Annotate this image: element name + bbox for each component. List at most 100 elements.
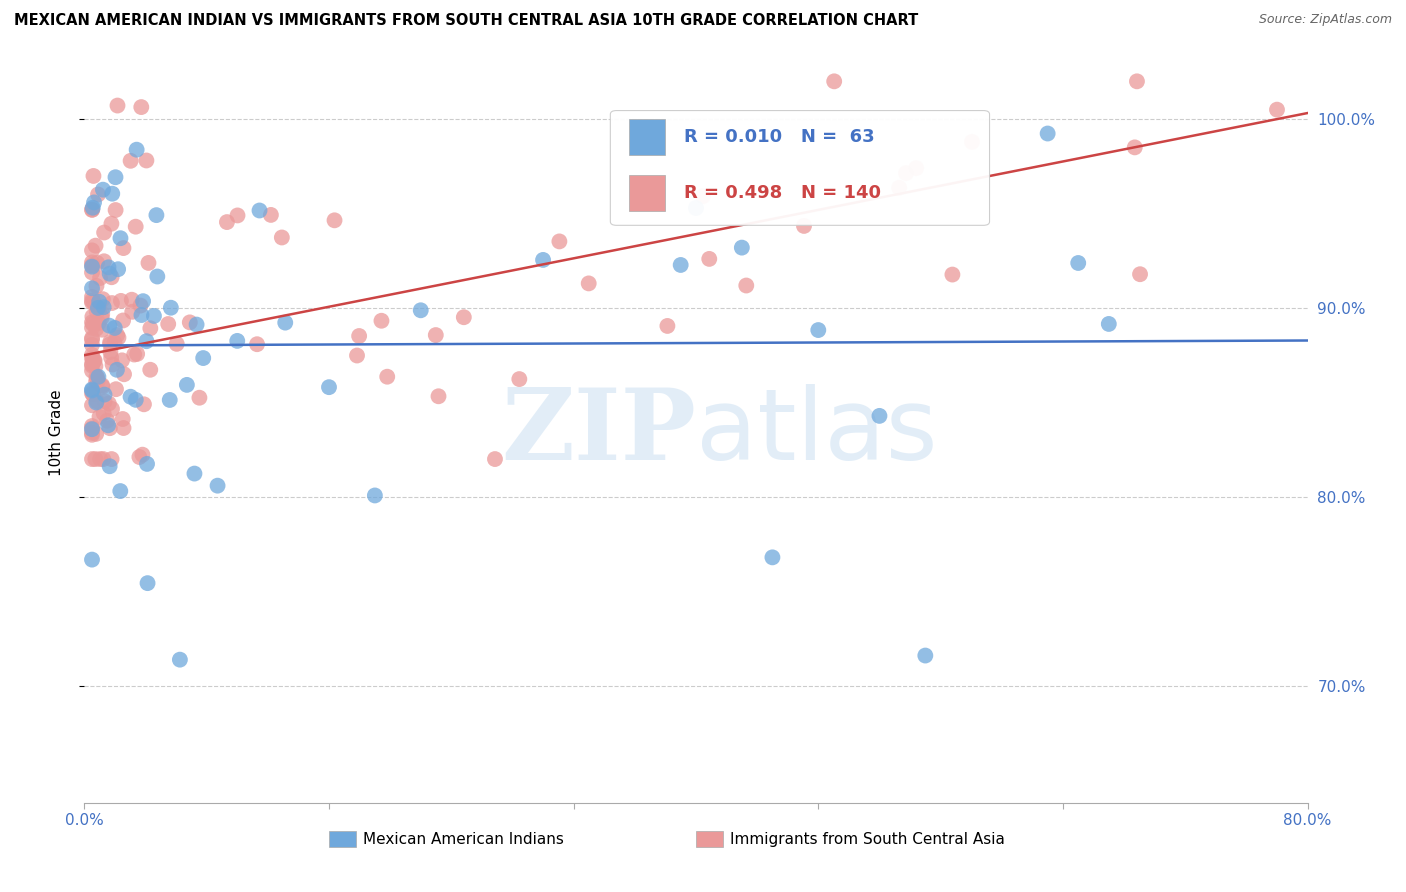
Point: [91, 452, 114, 467]
Point: [692, 189, 714, 203]
Point: [110, 484, 132, 499]
Point: [761, 550, 783, 565]
Text: Mexican American Indians: Mexican American Indians: [363, 831, 564, 847]
Point: [89, 301, 111, 316]
Point: [98, 267, 121, 281]
Point: [370, 314, 392, 328]
Point: [364, 488, 387, 502]
Point: [91, 307, 114, 321]
Point: [129, 299, 152, 313]
Point: [82, 353, 104, 368]
Point: [131, 308, 153, 322]
Point: [135, 153, 157, 168]
Point: [136, 457, 159, 471]
Point: [86, 369, 108, 384]
Point: [270, 230, 292, 244]
Point: [226, 209, 249, 223]
Point: [80, 351, 103, 366]
Point: [100, 217, 122, 231]
Point: [91, 378, 114, 392]
Point: [246, 337, 269, 351]
Point: [83, 195, 105, 210]
Point: [80, 258, 103, 272]
Point: [100, 345, 122, 359]
Point: [101, 401, 124, 416]
Point: [132, 294, 155, 309]
Point: [112, 421, 135, 435]
Point: [80, 398, 103, 412]
Point: [160, 301, 183, 315]
Point: [104, 321, 127, 335]
Point: [186, 318, 208, 332]
Point: [84, 395, 107, 409]
Point: [375, 369, 398, 384]
Y-axis label: 10th Grade: 10th Grade: [49, 389, 63, 476]
Point: [159, 392, 181, 407]
Point: [121, 293, 143, 307]
Point: [120, 153, 142, 168]
Point: [104, 170, 127, 185]
Point: [80, 333, 103, 347]
Point: [80, 293, 103, 308]
Point: [128, 450, 150, 464]
Point: [80, 281, 103, 295]
Point: [121, 305, 143, 319]
Point: [84, 238, 107, 252]
Point: [98, 421, 121, 435]
Point: [93, 406, 115, 420]
Point: [82, 387, 104, 401]
Point: [176, 377, 198, 392]
Point: [80, 331, 103, 345]
Point: [578, 277, 600, 291]
Point: [101, 186, 124, 201]
Point: [80, 260, 103, 274]
Bar: [628, 120, 665, 155]
Point: [93, 226, 115, 240]
Point: [120, 390, 142, 404]
Point: [91, 323, 114, 337]
Point: [80, 290, 103, 304]
Point: [135, 334, 157, 349]
Point: [869, 409, 891, 423]
Point: [98, 337, 121, 351]
Point: [793, 219, 815, 233]
Point: [685, 201, 707, 215]
Point: [87, 369, 110, 384]
FancyBboxPatch shape: [610, 111, 990, 226]
Point: [80, 452, 103, 467]
Point: [146, 269, 169, 284]
Point: [86, 374, 108, 388]
Point: [80, 552, 103, 566]
Point: [125, 143, 148, 157]
Point: [104, 382, 127, 396]
Point: [91, 183, 114, 197]
Point: [97, 260, 120, 275]
Point: [82, 310, 104, 324]
Point: [889, 180, 911, 194]
Point: [86, 278, 108, 293]
Point: [104, 202, 127, 217]
Point: [91, 380, 114, 394]
Point: [111, 353, 134, 368]
Point: [112, 241, 135, 255]
Point: [83, 295, 105, 310]
Point: [80, 265, 103, 279]
Point: [125, 392, 148, 407]
Point: [169, 653, 191, 667]
Point: [80, 384, 103, 398]
Point: [145, 208, 167, 222]
Point: [941, 268, 963, 282]
Point: [93, 394, 115, 409]
Point: [86, 394, 108, 409]
Point: [80, 202, 103, 217]
Point: [103, 335, 125, 350]
Point: [139, 363, 162, 377]
Point: [84, 322, 107, 336]
Point: [409, 303, 432, 318]
Point: [80, 295, 103, 310]
Point: [101, 358, 124, 372]
Point: [80, 421, 103, 435]
Point: [82, 201, 104, 215]
Point: [80, 386, 103, 401]
Point: [80, 348, 103, 362]
